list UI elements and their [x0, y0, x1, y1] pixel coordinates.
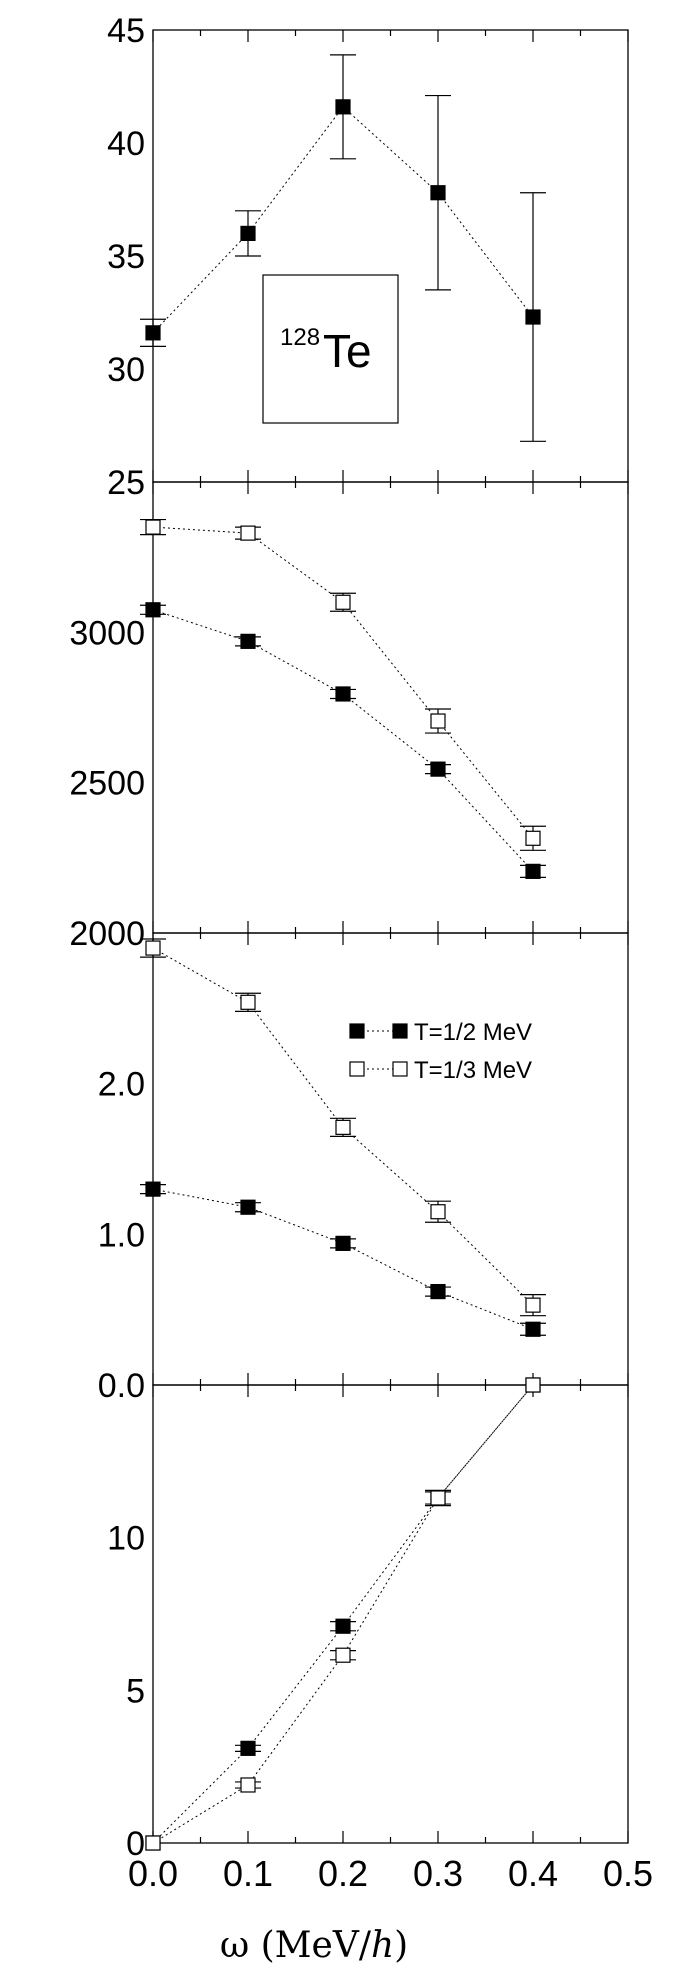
open-square-marker [431, 1205, 445, 1219]
filled-square-marker [241, 226, 255, 240]
panel-3: 0.0 1.0 2.0 T=1/2 MeV T=1/3 MeV [98, 933, 628, 1405]
filled-square-marker [526, 1322, 540, 1336]
y-tick-label: 0.0 [98, 1367, 145, 1405]
legend-label: T=1/3 MeV [414, 1057, 532, 1084]
annotation-label: Te [323, 325, 372, 377]
filled-square-marker [526, 864, 540, 878]
filled-square-marker [241, 1741, 255, 1755]
series-line-1 [153, 1189, 533, 1329]
y-tick-label: 25 [107, 464, 145, 502]
filled-square-marker [431, 762, 445, 776]
x-axis-title: ω (MeV/h) [220, 1925, 408, 1966]
x-tick-label: 0.0 [128, 1853, 178, 1894]
panel-frame [153, 933, 628, 1385]
annotation-superscript: 128 [280, 324, 320, 351]
open-square-marker [241, 995, 255, 1009]
series-line-2 [153, 527, 533, 838]
y-tick-label: 10 [107, 1520, 145, 1558]
filled-square-marker [146, 326, 160, 340]
filled-square-marker [336, 100, 350, 114]
open-square-marker [146, 520, 160, 534]
panel-2: 2000 2500 3000 [69, 482, 628, 953]
panel-frame [153, 30, 628, 482]
y-tick-label: 1.0 [98, 1216, 145, 1254]
open-square-marker [526, 1378, 540, 1392]
filled-square-marker [526, 310, 540, 324]
open-square-marker [146, 1836, 160, 1850]
series-line-1 [153, 610, 533, 872]
legend-marker [350, 1062, 364, 1076]
x-tick-label: 0.2 [318, 1853, 368, 1894]
open-square-marker [241, 1778, 255, 1792]
filled-square-marker [146, 1182, 160, 1196]
filled-square-marker [146, 603, 160, 617]
open-square-marker [336, 1120, 350, 1134]
panel-1: 25 30 35 40 45 128 Te [107, 12, 628, 502]
panel-frame [153, 1385, 628, 1843]
open-square-marker [431, 714, 445, 728]
x-tick-label: 0.1 [223, 1853, 273, 1894]
y-tick-label: 5 [126, 1672, 145, 1710]
filled-square-marker [241, 1200, 255, 1214]
y-tick-label: 2500 [69, 765, 145, 803]
filled-square-marker [431, 1285, 445, 1299]
open-square-marker [146, 941, 160, 955]
x-tick-label: 0.5 [603, 1853, 653, 1894]
open-square-marker [431, 1491, 445, 1505]
series-line-2 [153, 1385, 533, 1843]
legend-marker [350, 1024, 364, 1038]
y-tick-label: 3000 [69, 614, 145, 652]
open-square-marker [241, 526, 255, 540]
open-square-marker [336, 1648, 350, 1662]
filled-square-marker [336, 1236, 350, 1250]
legend-marker [393, 1062, 407, 1076]
y-tick-label: 2000 [69, 915, 145, 953]
filled-square-marker [241, 634, 255, 648]
y-tick-label: 30 [107, 351, 145, 389]
x-tick-label: 0.3 [413, 1853, 463, 1894]
open-square-marker [336, 595, 350, 609]
y-tick-label: 40 [107, 125, 145, 163]
y-tick-label: 35 [107, 238, 145, 276]
filled-square-marker [336, 687, 350, 701]
legend-marker [393, 1024, 407, 1038]
series-line-1 [153, 1385, 533, 1843]
y-tick-label: 45 [107, 12, 145, 50]
filled-square-marker [336, 1619, 350, 1633]
panel-frame [153, 482, 628, 933]
open-square-marker [526, 1298, 540, 1312]
legend-label: T=1/2 MeV [414, 1019, 532, 1046]
y-tick-label: 2.0 [98, 1066, 145, 1104]
open-square-marker [526, 831, 540, 845]
filled-square-marker [431, 186, 445, 200]
x-tick-label: 0.4 [508, 1853, 558, 1894]
